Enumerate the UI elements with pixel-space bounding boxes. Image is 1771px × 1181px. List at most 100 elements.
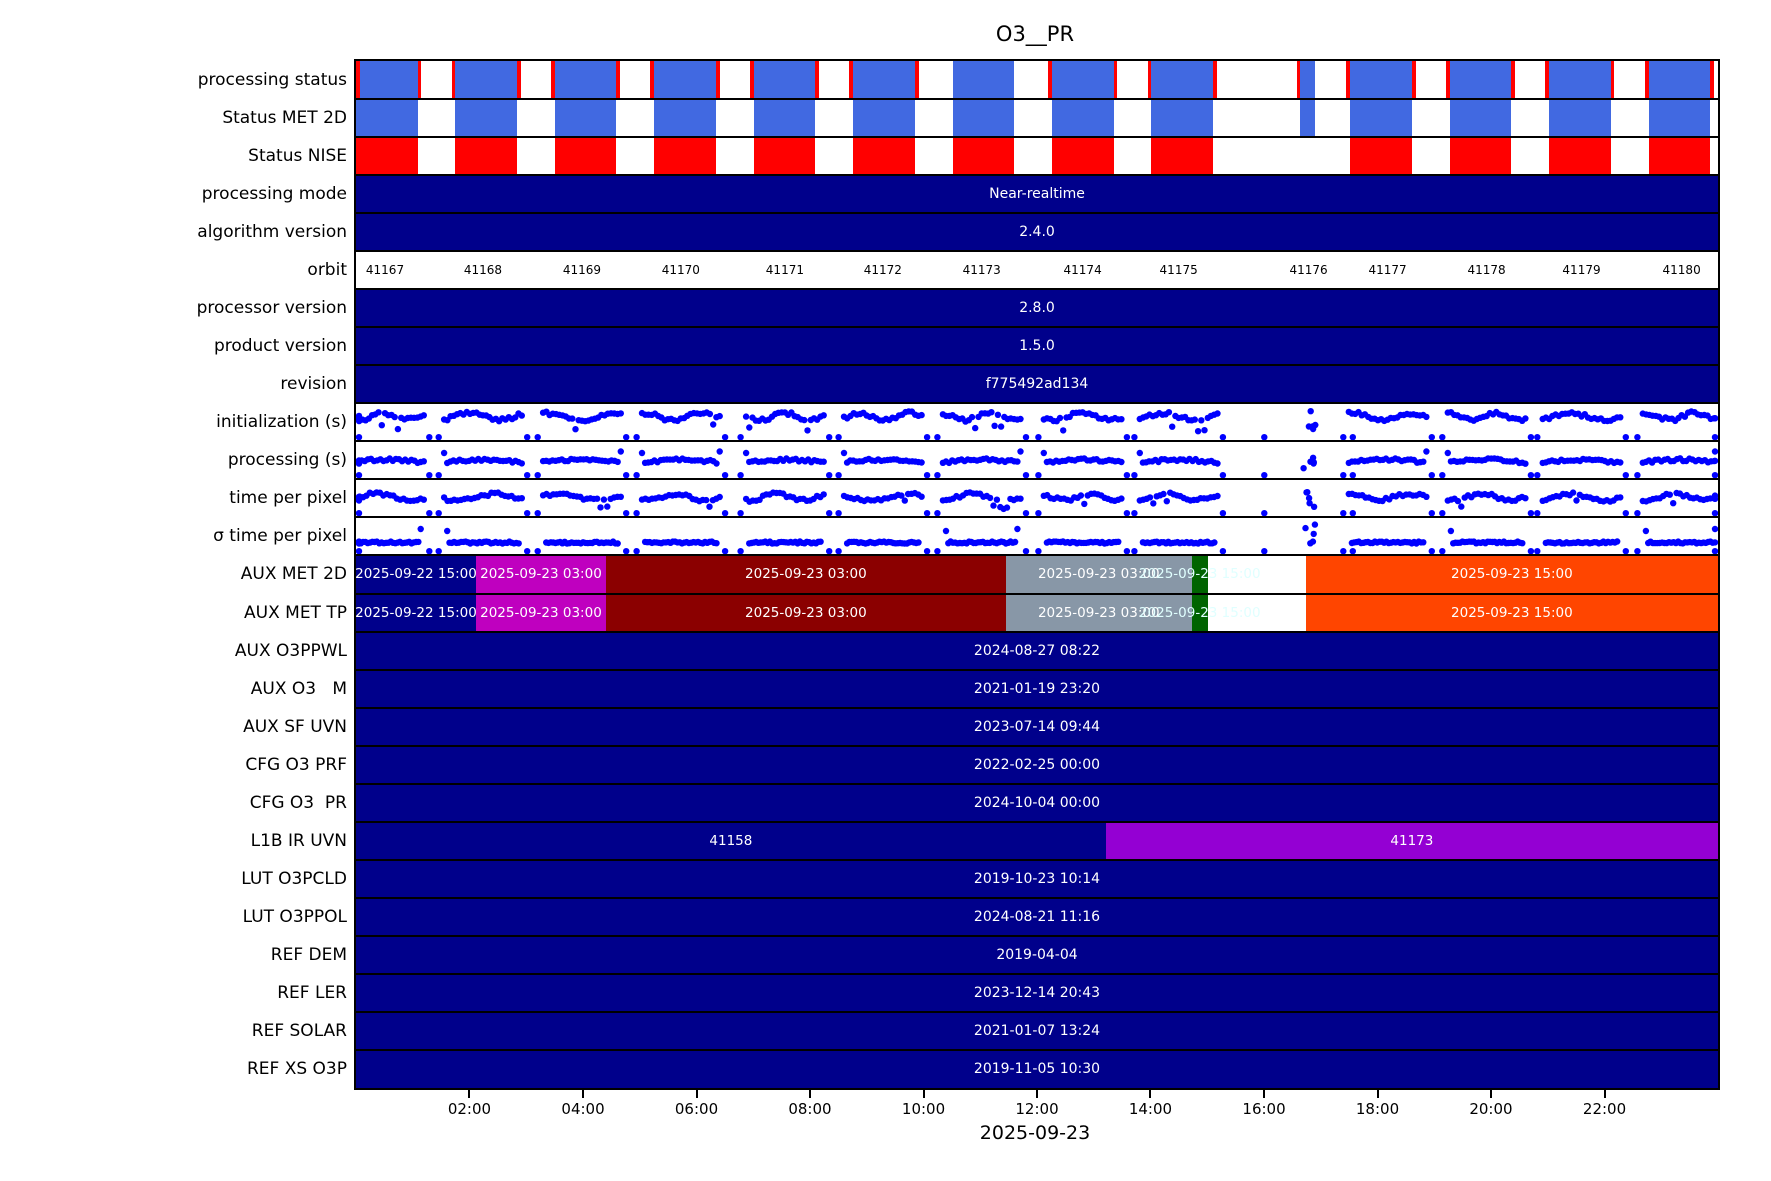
row-content bbox=[356, 441, 1718, 479]
row-content bbox=[356, 479, 1718, 517]
status-block bbox=[1648, 137, 1711, 176]
x-tick bbox=[1036, 1088, 1038, 1098]
status-block bbox=[753, 99, 816, 138]
row-content: 2023-07-14 09:44 bbox=[356, 707, 1718, 746]
row-separator bbox=[356, 364, 1718, 367]
segment-label: 2025-09-22 15:00 bbox=[355, 604, 477, 621]
x-tick bbox=[1376, 1088, 1379, 1098]
row-ref-solar: 2021-01-07 13:24 bbox=[356, 1011, 1718, 1050]
row-label: L1B IR UVN bbox=[250, 830, 347, 851]
timeline-segment bbox=[1305, 555, 1718, 594]
row-value: 2019-10-23 10:14 bbox=[973, 870, 1101, 887]
row-revision: f775492ad134 bbox=[356, 365, 1718, 404]
orbit-number: 41176 bbox=[1289, 263, 1328, 278]
row-value: f775492ad134 bbox=[985, 376, 1089, 393]
status-block-edge-stripe bbox=[1445, 61, 1450, 100]
orbit-number: 41178 bbox=[1467, 263, 1506, 278]
status-block bbox=[356, 137, 418, 176]
row-content: Near-realtime bbox=[356, 175, 1718, 214]
row-separator bbox=[356, 934, 1718, 937]
status-block-edge-stripe bbox=[551, 61, 555, 100]
row-content: 2019-11-05 10:30 bbox=[356, 1049, 1718, 1088]
row-separator bbox=[356, 516, 1718, 519]
status-block bbox=[1350, 137, 1412, 176]
row-separator bbox=[356, 630, 1718, 633]
status-block bbox=[853, 61, 915, 100]
row-value: 2024-08-27 08:22 bbox=[973, 642, 1101, 659]
segment-label: 2025-09-23 03:00 bbox=[480, 566, 602, 583]
segment-label: 2025-09-23 15:00 bbox=[1451, 604, 1573, 621]
x-tick bbox=[1149, 1088, 1152, 1098]
row-separator bbox=[356, 250, 1718, 253]
row-label: AUX MET TP bbox=[244, 602, 347, 623]
row-aux-o3-m: 2021-01-19 23:20 bbox=[356, 669, 1718, 708]
row-separator bbox=[356, 972, 1718, 975]
x-tick bbox=[695, 1088, 698, 1098]
row-content: f775492ad134 bbox=[356, 365, 1718, 404]
row-content: 2022-02-25 00:00 bbox=[356, 745, 1718, 784]
row-content: 2024-10-04 00:00 bbox=[356, 783, 1718, 822]
orbit-number: 41180 bbox=[1662, 263, 1701, 278]
orbit-number: 41170 bbox=[661, 263, 700, 278]
timeline-segment bbox=[1207, 593, 1306, 632]
row-status-met-2d bbox=[356, 99, 1718, 138]
row-separator bbox=[356, 820, 1718, 823]
row-content bbox=[356, 99, 1718, 138]
x-tick-label: 04:00 bbox=[561, 1100, 605, 1118]
x-tick-label: 14:00 bbox=[1128, 1100, 1173, 1118]
x-tick bbox=[1263, 1088, 1266, 1098]
status-block bbox=[753, 61, 816, 100]
row-ref-dem: 2019-04-04 bbox=[356, 935, 1718, 974]
row-content: 2023-12-14 20:43 bbox=[356, 973, 1718, 1012]
row-separator bbox=[356, 858, 1718, 861]
row-label: algorithm version bbox=[197, 222, 347, 243]
status-block-edge-stripe bbox=[1411, 61, 1416, 100]
x-tick-label: 20:00 bbox=[1469, 1100, 1513, 1118]
status-block-edge-stripe bbox=[1113, 61, 1118, 100]
row-separator bbox=[356, 212, 1718, 215]
status-block bbox=[554, 99, 617, 138]
x-tick-label: 12:00 bbox=[1015, 1100, 1059, 1118]
row-label: LUT O3PCLD bbox=[241, 868, 347, 889]
segment-label: 2025-09-22 15:00 bbox=[355, 566, 477, 583]
row-value: Near-realtime bbox=[989, 186, 1085, 203]
x-tick-label: 18:00 bbox=[1355, 1100, 1400, 1118]
row-content bbox=[356, 555, 1718, 594]
timeline-segment bbox=[356, 555, 476, 594]
x-tick-label: 16:00 bbox=[1242, 1100, 1286, 1118]
status-block bbox=[1300, 61, 1316, 100]
row-lut-o3ppol: 2024-08-21 11:16 bbox=[356, 897, 1718, 936]
timeline-segment bbox=[356, 593, 476, 632]
row-label: AUX O3 M bbox=[250, 678, 347, 699]
row-separator bbox=[356, 554, 1718, 557]
row-content: 2.4.0 bbox=[356, 213, 1718, 252]
x-tick-label: 06:00 bbox=[674, 1100, 719, 1118]
row-value: 2019-04-04 bbox=[996, 946, 1078, 963]
timeline-segment bbox=[475, 593, 606, 632]
status-block bbox=[654, 99, 716, 138]
row-content: 1.5.0 bbox=[356, 327, 1718, 366]
timeline-segment bbox=[1305, 593, 1718, 632]
x-tick bbox=[1489, 1088, 1492, 1098]
x-tick-label: 08:00 bbox=[788, 1100, 832, 1118]
row-aux-sf-uvn: 2023-07-14 09:44 bbox=[356, 707, 1718, 746]
row-value: 2.4.0 bbox=[1019, 224, 1055, 241]
status-block bbox=[952, 99, 1015, 138]
x-tick bbox=[468, 1088, 471, 1098]
status-block bbox=[1350, 61, 1412, 100]
x-tick-label: 10:00 bbox=[901, 1100, 946, 1118]
x-axis-date-label: 2025-09-23 bbox=[979, 1122, 1091, 1144]
status-block bbox=[455, 99, 517, 138]
row-separator bbox=[356, 98, 1718, 101]
row-label: revision bbox=[280, 374, 347, 395]
status-block-edge-stripe bbox=[1048, 61, 1052, 100]
orbit-number: 41172 bbox=[863, 263, 902, 278]
row-separator bbox=[356, 744, 1718, 747]
x-tick-label: 02:00 bbox=[447, 1100, 492, 1118]
segment-label: 2025-09-23 03:00 bbox=[745, 566, 867, 583]
row-content bbox=[356, 517, 1718, 555]
x-tick bbox=[582, 1088, 585, 1098]
row-label: AUX MET 2D bbox=[240, 564, 347, 585]
status-block-edge-stripe bbox=[849, 61, 854, 100]
row-separator bbox=[356, 478, 1718, 481]
